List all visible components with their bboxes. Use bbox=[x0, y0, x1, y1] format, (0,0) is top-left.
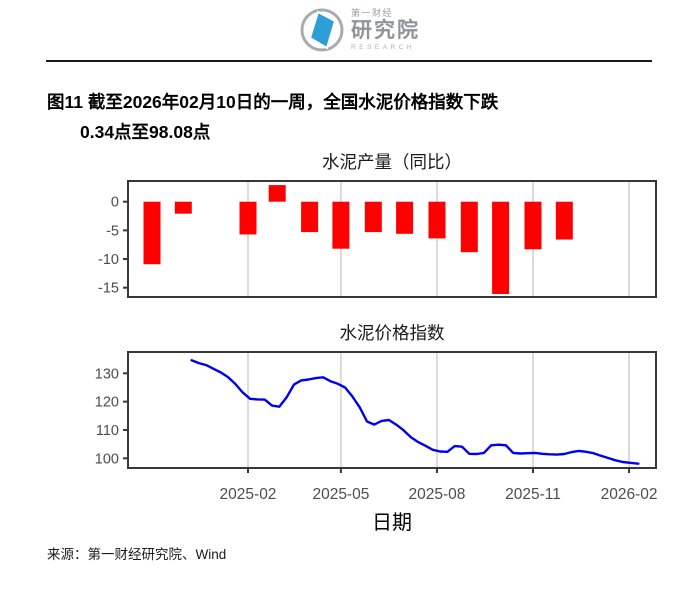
gridlines bbox=[247, 181, 630, 468]
bar-series bbox=[143, 185, 573, 294]
logo: 第一财经 研究院 RESEARCH bbox=[299, 6, 420, 54]
figure-caption: 图11 截至2026年02月10日的一周，全国水泥价格指数下跌 0.34点至98… bbox=[47, 87, 498, 147]
bar bbox=[239, 201, 257, 235]
line-chart-title: 水泥价格指数 bbox=[339, 323, 445, 343]
y-tick-label: -15 bbox=[98, 281, 119, 297]
bar bbox=[268, 185, 286, 202]
logo-brand-main: 研究院 bbox=[351, 19, 420, 42]
bar bbox=[460, 201, 478, 253]
bar bbox=[492, 201, 510, 294]
bar bbox=[428, 201, 446, 239]
logo-brand-top: 第一财经 bbox=[351, 8, 394, 18]
x-tick-label: 2026-02 bbox=[601, 486, 658, 503]
x-tick-label: 2025-02 bbox=[220, 486, 277, 503]
bar bbox=[364, 201, 382, 233]
logo-brand-sub: RESEARCH bbox=[351, 44, 416, 51]
bar bbox=[174, 201, 192, 214]
y-tick-label: 120 bbox=[95, 395, 119, 411]
figure-caption-line1: 图11 截至2026年02月10日的一周，全国水泥价格指数下跌 bbox=[47, 92, 499, 112]
x-tick-label: 2025-11 bbox=[505, 486, 561, 503]
bar bbox=[524, 201, 542, 250]
line-panel-border bbox=[127, 351, 657, 469]
y-tick-label: -5 bbox=[106, 223, 119, 239]
price-index-line bbox=[190, 359, 640, 465]
axes: 0 -5 -10 -15 130 120 110 100 2025-02 2025-05 2025-… bbox=[95, 180, 658, 503]
x-tick-label: 2025-05 bbox=[312, 486, 369, 503]
bar bbox=[396, 201, 414, 234]
x-axis-title: 日期 bbox=[372, 512, 412, 534]
bar bbox=[143, 201, 161, 265]
figure-caption-line2: 0.34点至98.08点 bbox=[80, 122, 211, 142]
y-tick-label: 130 bbox=[95, 366, 119, 382]
bar-chart-title: 水泥产量（同比） bbox=[322, 152, 462, 172]
y-tick-label: 0 bbox=[111, 195, 119, 211]
y-tick-label: -10 bbox=[98, 252, 119, 268]
bar-panel-border bbox=[127, 180, 657, 298]
y-tick-label: 100 bbox=[95, 451, 119, 467]
bar bbox=[555, 201, 573, 240]
x-tick-label: 2025-08 bbox=[409, 486, 466, 503]
bar bbox=[332, 201, 350, 249]
y-tick-label: 110 bbox=[96, 423, 119, 439]
logo-text: 第一财经 研究院 RESEARCH bbox=[351, 8, 420, 52]
header-divider bbox=[46, 60, 652, 62]
line-series bbox=[190, 359, 640, 465]
bar bbox=[301, 201, 319, 233]
logo-icon bbox=[300, 8, 344, 52]
source-note: 来源：第一财经研究院、Wind bbox=[47, 547, 227, 562]
